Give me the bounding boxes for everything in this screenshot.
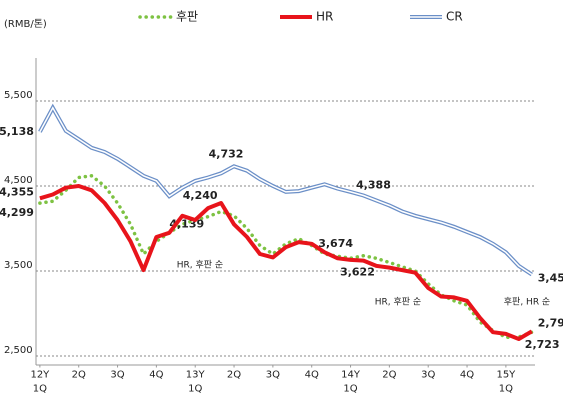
value-label: 4,355 <box>0 185 34 198</box>
y-tick-label: 4,500 <box>4 175 33 186</box>
value-label: 5,138 <box>0 125 34 138</box>
x-tick-label: 3Q <box>421 370 435 381</box>
x-tick-label: 2Q <box>227 370 241 381</box>
x-tick-label: 14Y 1Q <box>341 370 361 395</box>
x-tick-label: 3Q <box>266 370 280 381</box>
legend-label: HR <box>316 10 333 24</box>
x-tick-label: 15Y 1Q <box>496 370 516 395</box>
x-tick-label: 4Q <box>460 370 474 381</box>
annotation: HR, 후판 순 <box>375 297 421 308</box>
legend-label: CR <box>446 10 463 24</box>
annotation: HR, 후판 순 <box>177 260 223 271</box>
value-label: 2,790 <box>538 316 563 329</box>
value-label: 4,240 <box>183 189 218 202</box>
x-tick-label: 2Q <box>382 370 396 381</box>
y-tick-label: 3,500 <box>4 260 33 271</box>
x-tick-label: 3Q <box>110 370 124 381</box>
x-tick-label: 4Q <box>305 370 319 381</box>
series-line <box>38 173 534 340</box>
series-line <box>39 106 533 276</box>
y-unit: (RMB/톤) <box>4 18 47 30</box>
value-label: 2,723 <box>525 338 560 351</box>
value-label: 4,732 <box>209 147 244 160</box>
annotation: 후판, HR 순 <box>504 297 550 308</box>
x-tick-label: 2Q <box>72 370 86 381</box>
value-label: 4,299 <box>0 206 34 219</box>
x-tick-label: 13Y 1Q <box>186 370 206 395</box>
legend-label: 후판 <box>176 10 198 24</box>
x-tick-label: 4Q <box>149 370 163 381</box>
y-tick-label: 5,500 <box>4 90 33 101</box>
value-label: 4,388 <box>356 179 391 192</box>
value-label: 3,674 <box>318 237 353 250</box>
series-line <box>39 184 533 341</box>
value-label: 3,622 <box>340 266 375 279</box>
y-tick-label: 2,500 <box>4 345 33 356</box>
value-label: 3,459 <box>538 271 563 284</box>
x-tick-label: 12Y 1Q <box>30 370 50 395</box>
